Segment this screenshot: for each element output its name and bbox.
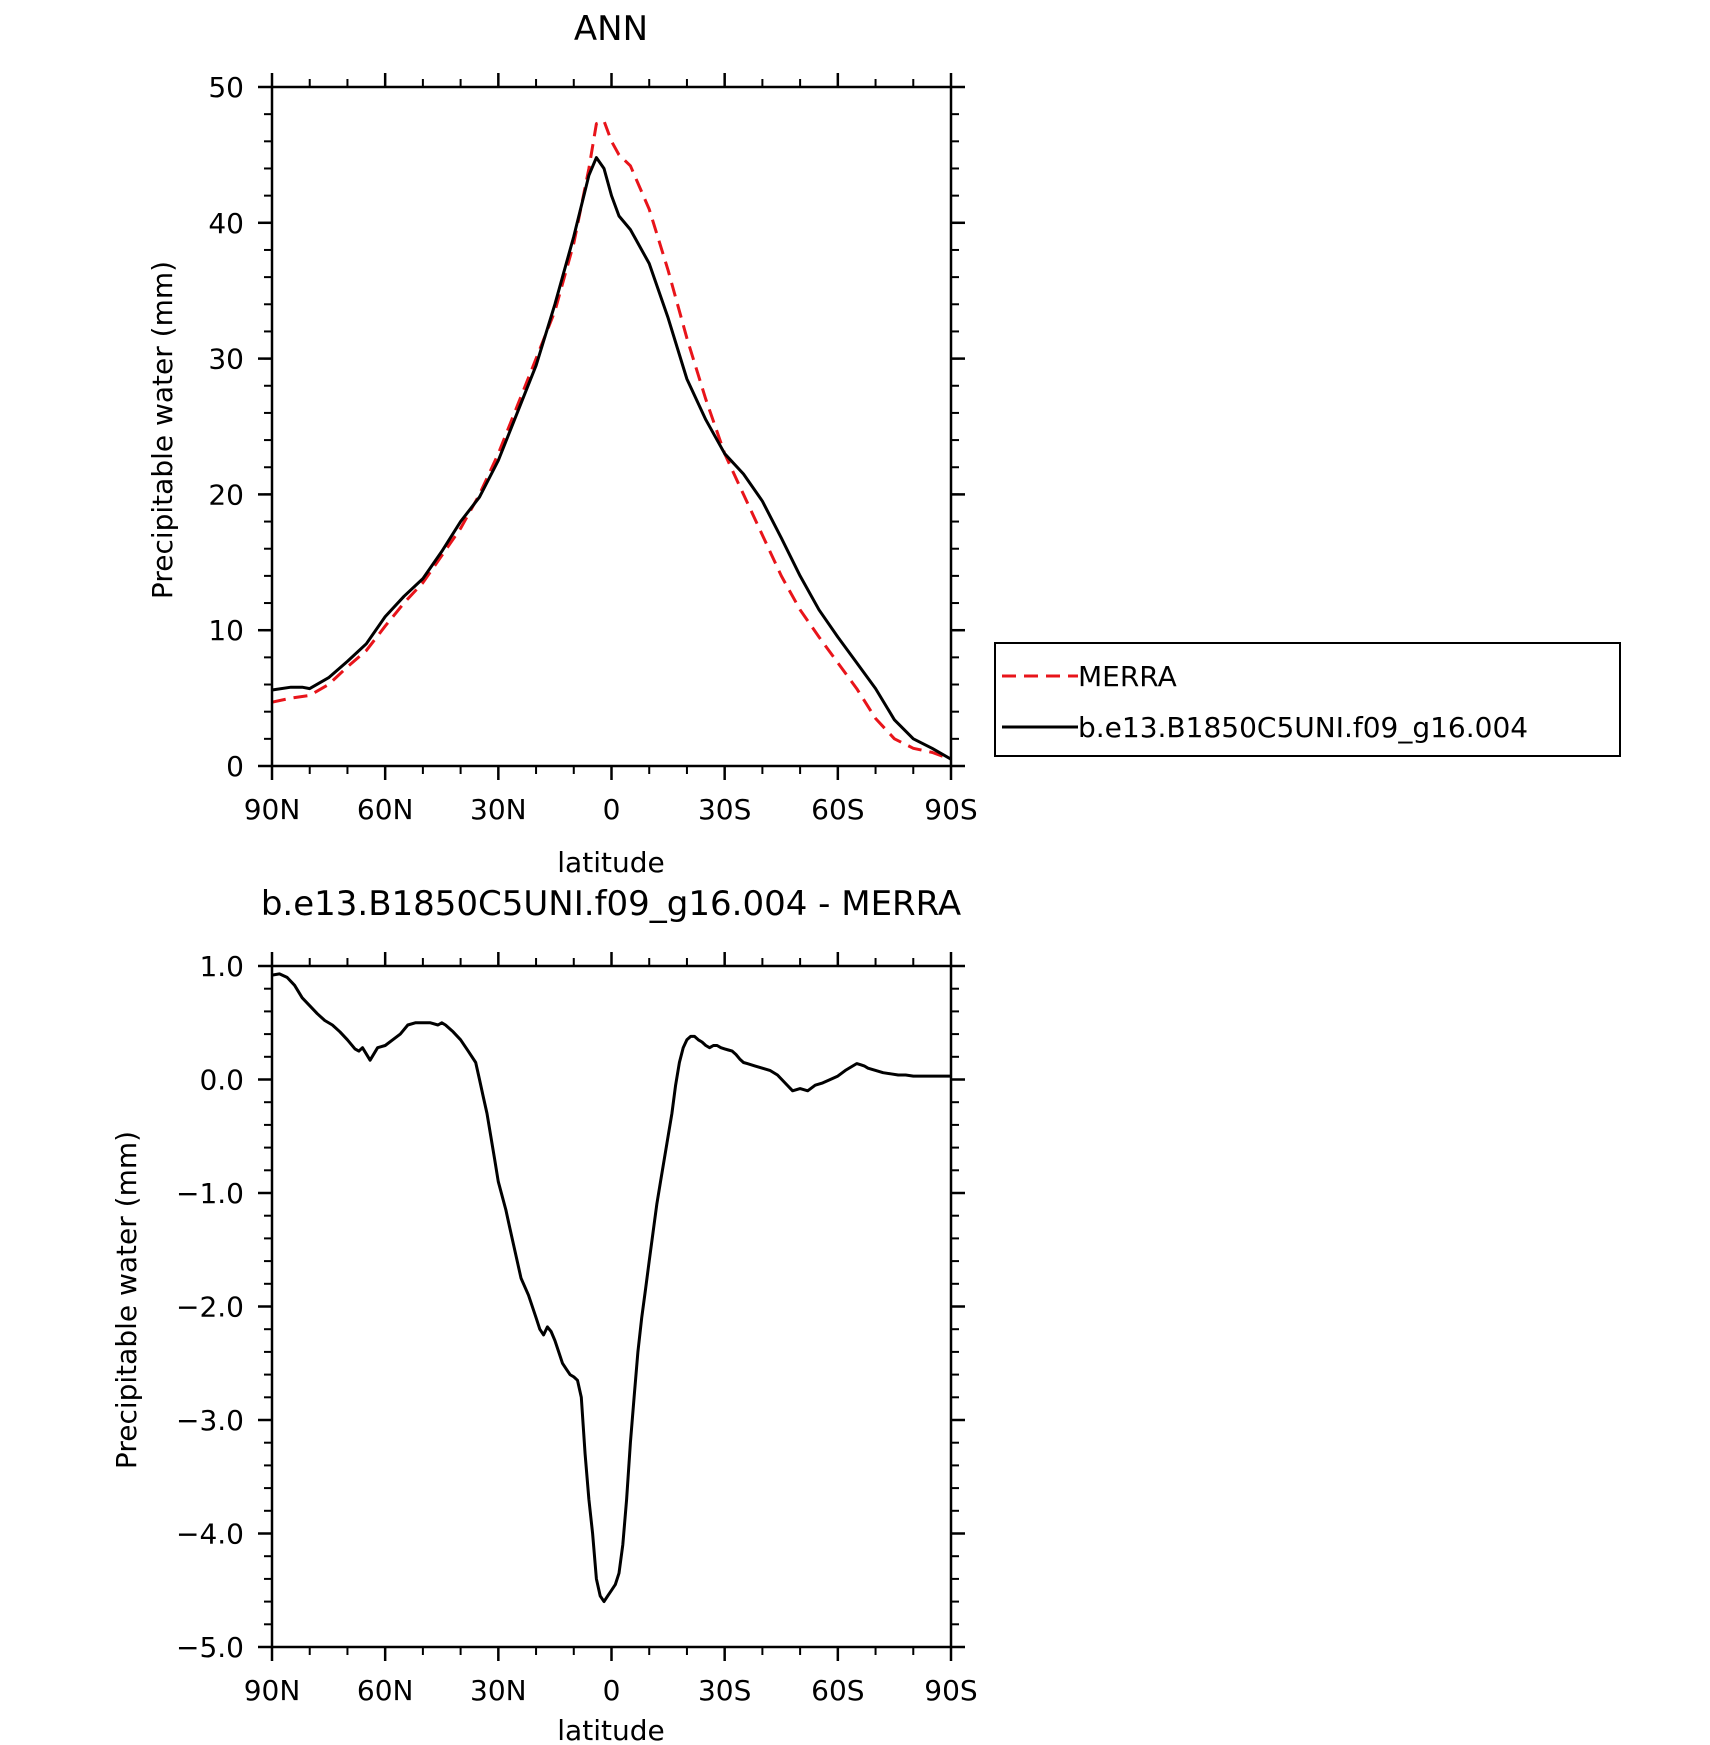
y-tick-label: 30	[208, 343, 244, 376]
y-tick-label: 0	[226, 750, 244, 783]
y-tick-label: 10	[208, 614, 244, 647]
y-tick-label: 0.0	[199, 1064, 244, 1097]
x-tick-label: 60S	[811, 1674, 864, 1707]
x-tick-label: 30N	[470, 793, 527, 826]
x-axis-label: latitude	[557, 846, 664, 879]
x-tick-label: 90S	[924, 1674, 977, 1707]
y-tick-label: −5.0	[176, 1631, 244, 1664]
legend: MERRA b.e13.B1850C5UNI.f09_g16.004	[994, 642, 1621, 757]
series-line-merra	[271, 119, 952, 761]
series-group	[271, 119, 952, 761]
y-tick-label: −4.0	[176, 1518, 244, 1551]
x-tick-label: 90S	[924, 793, 977, 826]
legend-box	[994, 642, 1621, 757]
series-line-model	[271, 156, 952, 761]
tick-group: 90N 60N 30N 0 30S 60S 90S 1.0 0.0 −1.0 −2.0 −3.0 −4.…	[176, 950, 978, 1707]
x-tick-label: 90N	[244, 1674, 301, 1707]
y-tick-label: 40	[208, 207, 244, 240]
plot-frame	[270, 85, 953, 768]
series-line-difference	[271, 972, 951, 1604]
series-group	[271, 972, 951, 1604]
y-tick-label: 20	[208, 478, 244, 511]
y-tick-label: 1.0	[199, 950, 244, 983]
difference-panel: b.e13.B1850C5UNI.f09_g16.004 - MERRA lat…	[110, 884, 978, 1745]
chart-title: b.e13.B1850C5UNI.f09_g16.004 - MERRA	[261, 884, 961, 924]
y-axis-label: Precipitable water (mm)	[110, 1131, 143, 1469]
x-tick-label: 60N	[357, 1674, 414, 1707]
zonal-mean-panel: ANN latitude Precipitable water (mm) 90N…	[146, 9, 1621, 879]
y-tick-label: −3.0	[176, 1404, 244, 1437]
x-tick-label: 90N	[244, 793, 301, 826]
x-axis-label: latitude	[557, 1714, 664, 1745]
x-tick-label: 30S	[698, 793, 751, 826]
plot-frame	[270, 964, 953, 1649]
x-tick-label: 0	[603, 793, 621, 826]
legend-label-merra: MERRA	[1078, 660, 1177, 693]
y-tick-label: 50	[208, 71, 244, 104]
legend-label-model: b.e13.B1850C5UNI.f09_g16.004	[1078, 711, 1528, 744]
x-tick-label: 60N	[357, 793, 414, 826]
y-tick-label: −1.0	[176, 1177, 244, 1210]
x-tick-label: 30N	[470, 1674, 527, 1707]
x-tick-label: 0	[603, 1674, 621, 1707]
x-tick-label: 30S	[698, 1674, 751, 1707]
y-axis-label: Precipitable water (mm)	[146, 261, 179, 599]
tick-group: 90N 60N 30N 0 30S 60S 90S 0 10 20 30 40 50	[208, 71, 977, 826]
y-tick-label: −2.0	[176, 1291, 244, 1324]
chart-title: ANN	[574, 9, 648, 49]
x-tick-label: 60S	[811, 793, 864, 826]
